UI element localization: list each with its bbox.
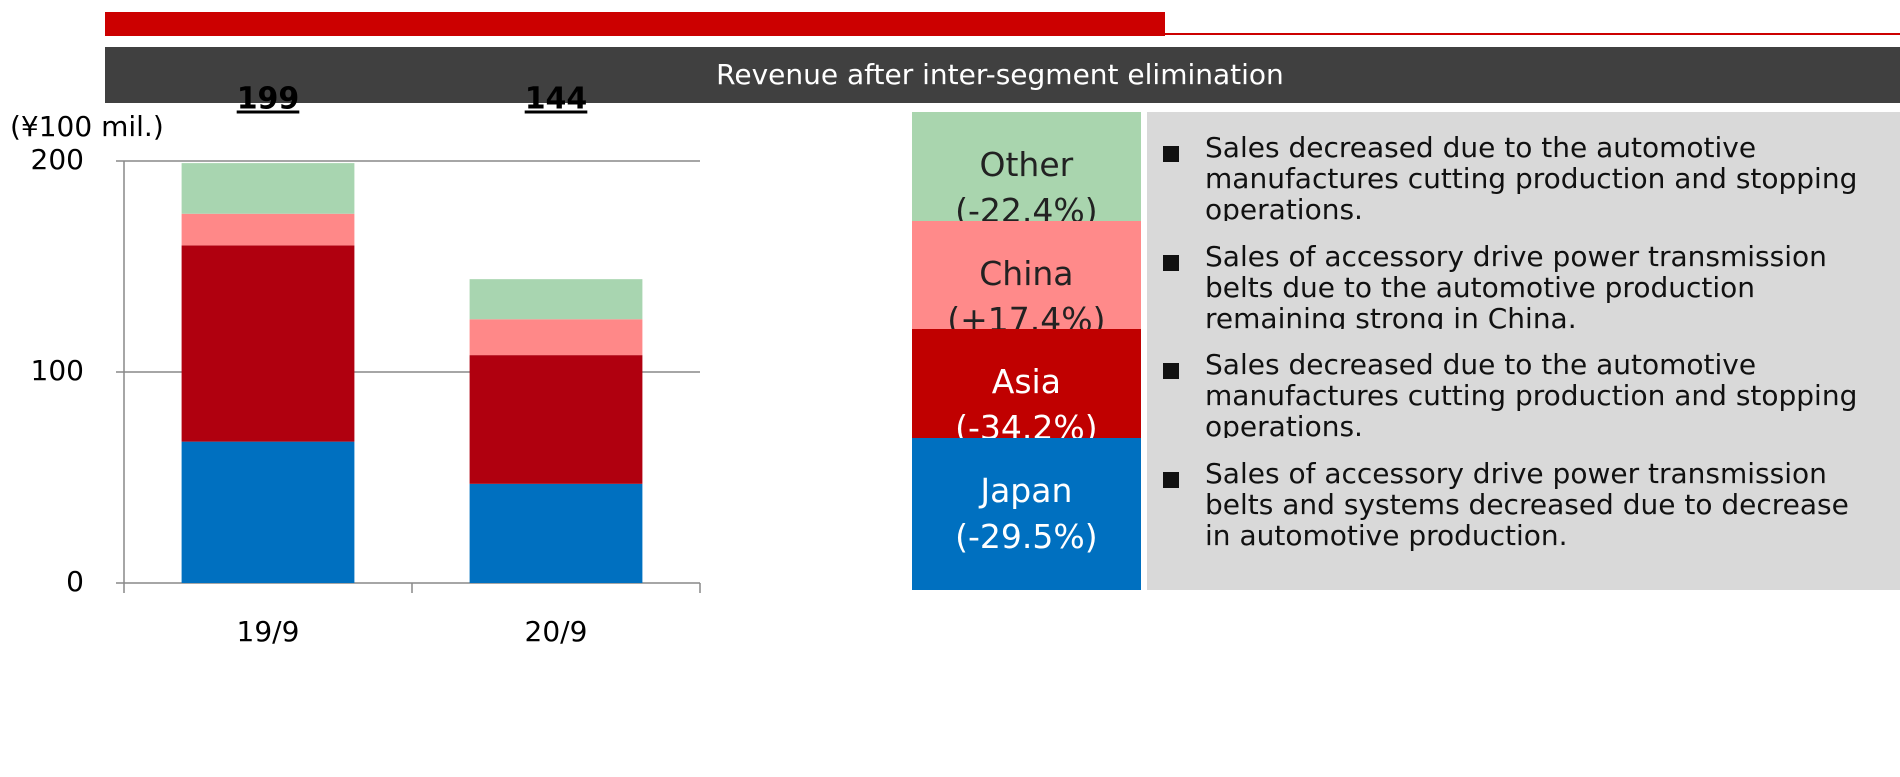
bullet (1163, 471, 1180, 488)
y-tick-label: 0 (66, 565, 84, 598)
total-label: 144 (525, 82, 588, 117)
segment-name: China (979, 254, 1074, 294)
segment-name: Japan (980, 471, 1073, 511)
description-text: Sales decreased due to the automotive ma… (1205, 347, 1858, 443)
segment-change: (-29.5%) (955, 517, 1098, 557)
description-text: Sales decreased due to the automotive ma… (1205, 130, 1858, 226)
bar-segment (469, 483, 643, 583)
segment-name: Other (979, 144, 1074, 184)
header-bar (105, 47, 1900, 103)
x-tick-label: 20/9 (525, 615, 588, 648)
description-text: Sales of accessory drive power transmiss… (1205, 456, 1849, 552)
bar-segment (181, 441, 355, 583)
bar-segment (469, 279, 643, 320)
bar-segment (469, 355, 643, 484)
bullet (1163, 254, 1180, 271)
header-title: Revenue after inter-segment elimination (716, 58, 1284, 91)
bar-segment (181, 163, 355, 214)
segment-box: Japan (-29.5%) (911, 437, 1141, 591)
header-accent (105, 12, 1165, 36)
bullet (1163, 362, 1180, 379)
unit-label: (¥100 mil.) (10, 110, 164, 143)
segment-description: Sales of accessory drive power transmiss… (1147, 437, 1900, 591)
bar-segment (181, 245, 355, 442)
y-tick-label: 100 (31, 354, 84, 387)
description-text: Sales of accessory drive power transmiss… (1205, 239, 1827, 335)
y-tick-label: 200 (31, 143, 84, 176)
segment-name: Asia (991, 361, 1061, 401)
total-label: 199 (237, 82, 300, 117)
bullet (1163, 145, 1180, 162)
bar-segment (181, 213, 355, 246)
bar-segment (469, 319, 643, 356)
x-tick-label: 19/9 (237, 615, 300, 648)
